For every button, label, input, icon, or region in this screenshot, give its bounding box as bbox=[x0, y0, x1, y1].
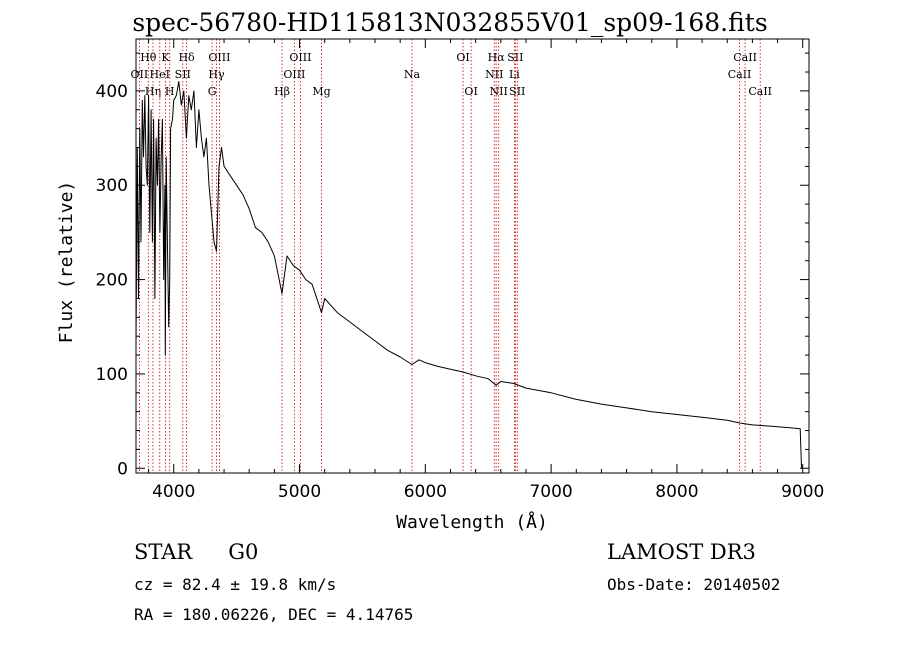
spectral-line-label: OII bbox=[131, 68, 149, 81]
spectral-line-label: CaII bbox=[748, 85, 772, 98]
spectrum-line bbox=[135, 81, 804, 469]
x-tick-label: 6000 bbox=[404, 482, 447, 502]
y-tick-label: 400 bbox=[96, 82, 128, 102]
observation-date: Obs-Date: 20140502 bbox=[607, 575, 781, 594]
spectral-line-label: OIII bbox=[208, 51, 230, 64]
y-axis-label: Flux (relative) bbox=[56, 181, 77, 344]
spectral-line-label: Hθ bbox=[140, 51, 157, 64]
x-tick-label: 8000 bbox=[655, 482, 698, 502]
y-tick-label: 200 bbox=[96, 271, 128, 291]
x-tick-label: 7000 bbox=[529, 482, 572, 502]
spectral-line-markers: OIIHθHηHeIKHSIIHδGHγOIIIHβOIIIOIIIMgNaOI… bbox=[131, 39, 772, 473]
spectral-line-label: Hγ bbox=[208, 68, 225, 81]
spectral-line-label: NII bbox=[490, 85, 508, 98]
spectrum-plot bbox=[135, 81, 804, 469]
spectral-line-label: Hη bbox=[145, 85, 161, 98]
x-tick-label: 4000 bbox=[152, 482, 195, 502]
chart-title: spec-56780-HD115813N032855V01_sp09-168.f… bbox=[132, 8, 768, 37]
object-classification: STAR G0 bbox=[134, 540, 258, 564]
spectral-line-label: CaII bbox=[733, 51, 757, 64]
spectral-line-label: HeI bbox=[150, 68, 170, 81]
spectral-line-label: Na bbox=[404, 68, 421, 81]
survey-name: LAMOST DR3 bbox=[607, 540, 756, 564]
y-tick-label: 300 bbox=[96, 176, 128, 196]
spectral-line-label: K bbox=[161, 51, 170, 64]
plot-frame bbox=[135, 38, 810, 474]
object-class: STAR bbox=[134, 540, 193, 564]
x-tick-label: 5000 bbox=[278, 482, 321, 502]
x-tick-label: 9000 bbox=[781, 482, 824, 502]
spectral-line-label: OIII bbox=[283, 68, 305, 81]
spectral-line-label: Mg bbox=[312, 85, 330, 98]
redshift-info: cz = 82.4 ± 19.8 km/s bbox=[134, 575, 337, 594]
spectral-line-label: NII bbox=[485, 68, 503, 81]
y-tick-label: 0 bbox=[117, 459, 128, 479]
spectral-line-label: Li bbox=[509, 68, 520, 81]
spectral-line-label: OIII bbox=[289, 51, 311, 64]
spectral-line-label: Hδ bbox=[178, 51, 195, 64]
spectral-line-label: Hα bbox=[488, 51, 506, 64]
spectral-line-label: SII bbox=[507, 51, 523, 64]
x-axis-label: Wavelength (Å) bbox=[396, 511, 548, 533]
spectral-line-label: G bbox=[208, 85, 217, 98]
coordinates: RA = 180.06226, DEC = 4.14765 bbox=[134, 605, 414, 624]
object-subclass: G0 bbox=[228, 540, 259, 564]
spectral-line-label: SII bbox=[175, 68, 191, 81]
spectral-line-label: OI bbox=[464, 85, 477, 98]
spectral-line-label: SII bbox=[509, 85, 525, 98]
spectral-line-label: OI bbox=[456, 51, 469, 64]
axis-ticks: 4000 5000 6000 7000 8000 9000 0 100 200 300 400 bbox=[96, 39, 824, 502]
spectral-line-label: CaII bbox=[728, 68, 752, 81]
y-tick-label: 100 bbox=[96, 365, 128, 385]
spectral-line-label: H bbox=[165, 85, 175, 98]
spectral-line-label: Hβ bbox=[274, 85, 290, 98]
